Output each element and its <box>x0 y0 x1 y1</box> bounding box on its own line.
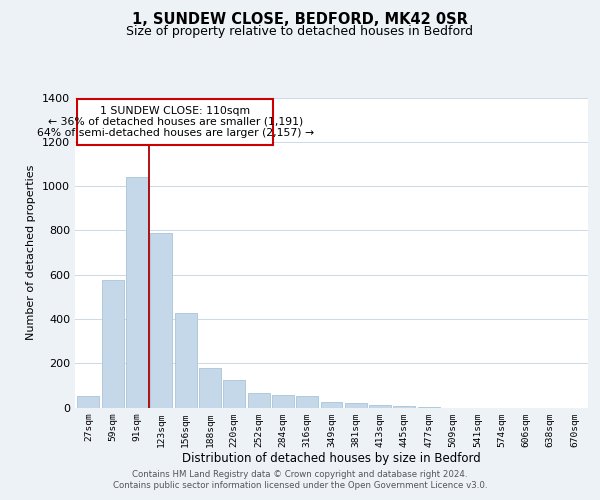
Text: Contains public sector information licensed under the Open Government Licence v3: Contains public sector information licen… <box>113 481 487 490</box>
Text: 1, SUNDEW CLOSE, BEDFORD, MK42 0SR: 1, SUNDEW CLOSE, BEDFORD, MK42 0SR <box>132 12 468 28</box>
Bar <box>418 407 440 408</box>
Bar <box>320 402 343 407</box>
Bar <box>151 232 172 408</box>
Text: Size of property relative to detached houses in Bedford: Size of property relative to detached ho… <box>127 25 473 38</box>
Text: 1 SUNDEW CLOSE: 110sqm: 1 SUNDEW CLOSE: 110sqm <box>100 106 250 116</box>
Y-axis label: Number of detached properties: Number of detached properties <box>26 165 37 340</box>
Bar <box>394 406 415 408</box>
Bar <box>223 380 245 407</box>
Text: ← 36% of detached houses are smaller (1,191): ← 36% of detached houses are smaller (1,… <box>47 117 303 127</box>
Text: 64% of semi-detached houses are larger (2,157) →: 64% of semi-detached houses are larger (… <box>37 128 314 138</box>
Bar <box>175 314 197 408</box>
Text: Contains HM Land Registry data © Crown copyright and database right 2024.: Contains HM Land Registry data © Crown c… <box>132 470 468 479</box>
Bar <box>345 403 367 407</box>
Bar <box>77 396 100 407</box>
Bar <box>126 177 148 408</box>
Bar <box>77 98 273 145</box>
X-axis label: Distribution of detached houses by size in Bedford: Distribution of detached houses by size … <box>182 452 481 466</box>
Bar <box>272 396 294 407</box>
Bar <box>248 393 269 407</box>
Bar <box>102 280 124 407</box>
Bar <box>369 405 391 407</box>
Bar <box>296 396 318 407</box>
Bar <box>199 368 221 408</box>
